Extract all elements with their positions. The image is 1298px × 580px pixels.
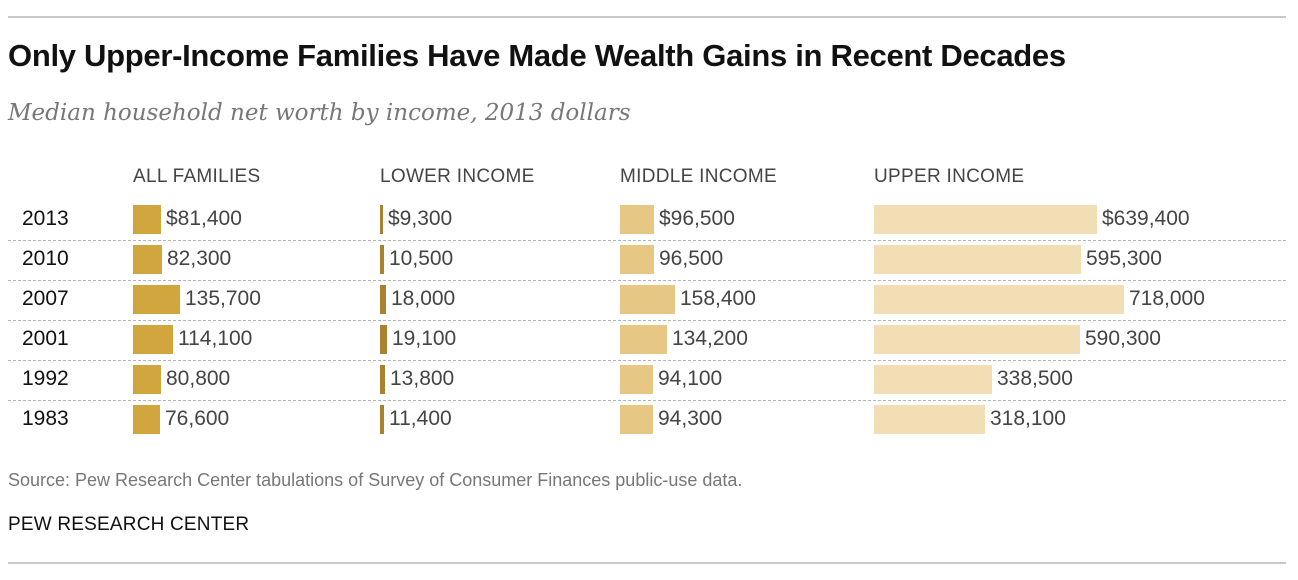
- chart-row: 2007 135,700 18,000 158,400 718,000: [8, 280, 1286, 321]
- bar-lower-income: [380, 365, 385, 394]
- source-note: Source: Pew Research Center tabulations …: [8, 470, 743, 490]
- value-label-all-families: 82,300: [167, 247, 232, 270]
- value-label-all-families: 135,700: [185, 287, 261, 310]
- bar-all-families: [133, 405, 160, 434]
- bar-all-families: [133, 205, 161, 234]
- value-label-all-families: 114,100: [178, 327, 253, 350]
- value-label-middle-income: 96,500: [659, 247, 724, 270]
- chart-row: 2010 82,300 10,500 96,500 595,300: [8, 240, 1286, 281]
- top-rule: [8, 16, 1286, 18]
- bar-lower-income: [380, 325, 387, 354]
- chart-row: 2013 $81,400 $9,300 $96,500 $639,400: [8, 200, 1286, 241]
- bar-upper-income: [874, 405, 985, 434]
- value-label-all-families: $81,400: [166, 207, 242, 230]
- bar-all-families: [133, 325, 173, 354]
- bar-upper-income: [874, 205, 1097, 234]
- value-label-middle-income: 94,100: [658, 367, 723, 390]
- bar-lower-income: [380, 245, 384, 274]
- value-label-upper-income: 590,300: [1085, 327, 1161, 350]
- value-label-all-families: 80,800: [166, 367, 231, 390]
- bar-all-families: [133, 285, 180, 314]
- bar-lower-income: [380, 405, 384, 434]
- chart-row: 1983 76,600 11,400 94,300 318,100: [8, 400, 1286, 440]
- value-label-upper-income: 595,300: [1086, 247, 1162, 270]
- bar-middle-income: [620, 245, 654, 274]
- bar-all-families: [133, 365, 161, 394]
- year-label: 2001: [22, 327, 69, 350]
- column-header-all-families: ALL FAMILIES: [133, 166, 261, 187]
- bar-lower-income: [380, 285, 386, 314]
- value-label-lower-income: 19,100: [392, 327, 457, 350]
- column-header-upper-income: UPPER INCOME: [874, 166, 1025, 187]
- value-label-lower-income: 18,000: [391, 287, 456, 310]
- bar-middle-income: [620, 365, 653, 394]
- year-label: 2010: [22, 247, 69, 270]
- year-label: 1983: [22, 407, 69, 430]
- bar-upper-income: [874, 365, 992, 394]
- value-label-all-families: 76,600: [165, 407, 230, 430]
- chart-subtitle: Median household net worth by income, 20…: [8, 100, 631, 126]
- value-label-upper-income: 718,000: [1129, 287, 1205, 310]
- value-label-lower-income: 13,800: [390, 367, 455, 390]
- value-label-upper-income: 318,100: [990, 407, 1066, 430]
- value-label-lower-income: 11,400: [389, 407, 452, 430]
- bar-middle-income: [620, 325, 667, 354]
- value-label-lower-income: 10,500: [389, 247, 454, 270]
- value-label-middle-income: 134,200: [672, 327, 748, 350]
- chart-row: 1992 80,800 13,800 94,100 338,500: [8, 360, 1286, 401]
- bar-middle-income: [620, 405, 653, 434]
- chart-title: Only Upper-Income Families Have Made Wea…: [8, 38, 1066, 73]
- column-header-lower-income: LOWER INCOME: [380, 166, 535, 187]
- bar-all-families: [133, 245, 162, 274]
- year-label: 2013: [22, 207, 69, 230]
- bottom-rule: [8, 562, 1286, 564]
- bar-upper-income: [874, 245, 1081, 274]
- bar-middle-income: [620, 285, 675, 314]
- value-label-middle-income: $96,500: [659, 207, 735, 230]
- bar-middle-income: [620, 205, 654, 234]
- year-label: 1992: [22, 367, 69, 390]
- chart-row: 2001 114,100 19,100 134,200 590,300: [8, 320, 1286, 361]
- value-label-upper-income: $639,400: [1102, 207, 1190, 230]
- brand-footer: PEW RESEARCH CENTER: [8, 514, 250, 535]
- value-label-middle-income: 158,400: [680, 287, 756, 310]
- bar-upper-income: [874, 285, 1124, 314]
- value-label-upper-income: 338,500: [997, 367, 1073, 390]
- value-label-lower-income: $9,300: [388, 207, 453, 230]
- column-header-middle-income: MIDDLE INCOME: [620, 166, 777, 187]
- year-label: 2007: [22, 287, 69, 310]
- value-label-middle-income: 94,300: [658, 407, 723, 430]
- bar-upper-income: [874, 325, 1080, 354]
- bar-lower-income: [380, 205, 383, 234]
